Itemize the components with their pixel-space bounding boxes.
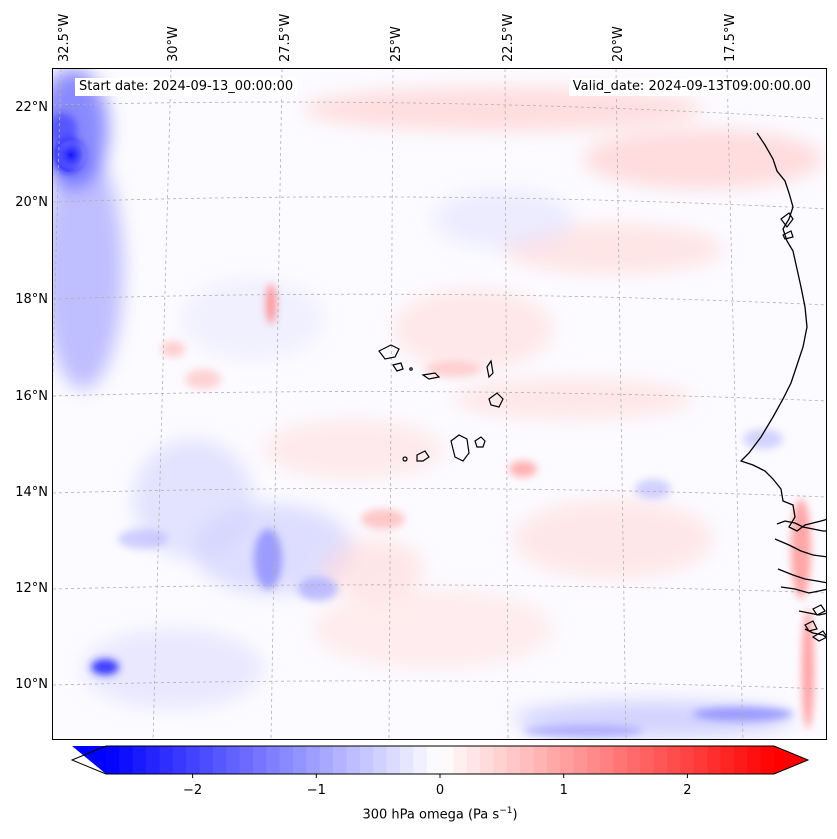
colorbar-cell bbox=[413, 746, 428, 774]
colorbar-cell bbox=[693, 746, 708, 774]
colorbar-units: Pa s bbox=[473, 807, 500, 823]
colorbar-cell bbox=[453, 746, 468, 774]
colorbar-cell bbox=[627, 746, 641, 774]
start-date-label: Start date: 2024-09-13_00:00:00 bbox=[75, 78, 298, 96]
longitude-labels: 32.5°W 30°W 27.5°W 25°W 22.5°W 20°W 17.5… bbox=[57, 14, 738, 62]
colorbar-cell bbox=[506, 746, 521, 774]
colorbar-cell bbox=[533, 746, 548, 774]
colorbar-cell bbox=[426, 746, 441, 774]
colorbar-cell bbox=[560, 746, 575, 774]
field-fine-pattern bbox=[53, 113, 814, 737]
colorbar-cell bbox=[640, 746, 655, 774]
colorbar-cell bbox=[546, 746, 561, 774]
strong-ascent-spot bbox=[55, 139, 87, 171]
colorbar-extend-low bbox=[72, 746, 106, 774]
colorbar-cell bbox=[733, 746, 748, 774]
lon-tick-label: 20°W bbox=[611, 26, 626, 62]
omega-field-map bbox=[53, 69, 826, 739]
colorbar-cell bbox=[466, 746, 481, 774]
colorbar-cell bbox=[520, 746, 535, 774]
colorbar-cell bbox=[226, 746, 241, 774]
colorbar-cell bbox=[293, 746, 307, 774]
map-panel bbox=[52, 68, 827, 740]
colorbar-cell bbox=[373, 746, 388, 774]
colorbar-cell bbox=[747, 746, 762, 774]
lat-tick-label: 10°N bbox=[15, 677, 48, 692]
colorbar-cells bbox=[106, 746, 775, 774]
lon-tick-label: 25°W bbox=[389, 26, 404, 62]
colorbar-tick-label: −2 bbox=[183, 783, 202, 798]
colorbar-cell bbox=[613, 746, 628, 774]
colorbar-cell bbox=[252, 746, 267, 774]
colorbar-cell bbox=[266, 746, 281, 774]
colorbar-cell bbox=[199, 746, 214, 774]
colorbar-label: 300 hPa omega (Pa s−1) bbox=[362, 806, 518, 823]
colorbar-cell bbox=[119, 746, 134, 774]
colorbar: −2 −1 0 1 2 bbox=[70, 745, 810, 798]
colorbar-cell bbox=[239, 746, 254, 774]
lon-tick-label: 27.5°W bbox=[278, 14, 293, 62]
lat-tick-label: 22°N bbox=[15, 100, 48, 115]
colorbar-cell bbox=[667, 746, 682, 774]
lon-tick-label: 30°W bbox=[166, 26, 181, 62]
field-broad-pattern bbox=[53, 69, 823, 737]
colorbar-extend-high bbox=[774, 746, 808, 774]
colorbar-cell bbox=[440, 746, 454, 774]
lon-tick-label: 17.5°W bbox=[723, 14, 738, 62]
lat-tick-label: 18°N bbox=[15, 292, 48, 307]
colorbar-cell bbox=[493, 746, 508, 774]
colorbar-cell bbox=[386, 746, 401, 774]
colorbar-tick-label: −1 bbox=[307, 783, 326, 798]
colorbar-cell bbox=[720, 746, 735, 774]
lat-tick-label: 20°N bbox=[15, 195, 48, 210]
colorbar-units-exponent: −1 bbox=[499, 806, 513, 816]
colorbar-cell bbox=[760, 746, 775, 774]
latitude-labels: 22°N 20°N 18°N 16°N 14°N 12°N 10°N bbox=[15, 100, 48, 692]
colorbar-cell bbox=[399, 746, 414, 774]
colorbar-cell bbox=[279, 746, 294, 774]
colorbar-tick-label: 1 bbox=[560, 783, 568, 798]
colorbar-cell bbox=[680, 746, 695, 774]
colorbar-cell bbox=[319, 746, 334, 774]
colorbar-cell bbox=[212, 746, 227, 774]
valid-date-label: Valid_date: 2024-09-13T09:00:00.00 bbox=[568, 78, 815, 96]
lon-tick-label: 22.5°W bbox=[501, 14, 516, 62]
colorbar-cell bbox=[172, 746, 187, 774]
colorbar-cell bbox=[106, 746, 120, 774]
lat-tick-label: 12°N bbox=[15, 581, 48, 596]
lat-tick-label: 16°N bbox=[15, 389, 48, 404]
colorbar-cell bbox=[186, 746, 201, 774]
graticule bbox=[53, 69, 826, 739]
colorbar-cell bbox=[333, 746, 348, 774]
colorbar-variable: 300 hPa omega bbox=[362, 807, 464, 823]
colorbar-ticks: −2 −1 0 1 2 bbox=[183, 774, 692, 798]
cabo-verde-islands bbox=[378, 344, 504, 462]
colorbar-cell bbox=[600, 746, 615, 774]
colorbar-cell bbox=[346, 746, 361, 774]
colorbar-cell bbox=[159, 746, 174, 774]
colorbar-cell bbox=[573, 746, 588, 774]
colorbar-cell bbox=[132, 746, 147, 774]
lat-tick-label: 14°N bbox=[15, 485, 48, 500]
colorbar-tick-label: 0 bbox=[436, 783, 444, 798]
coastline bbox=[739, 132, 826, 639]
colorbar-cell bbox=[707, 746, 722, 774]
colorbar-cell bbox=[146, 746, 161, 774]
lon-tick-label: 32.5°W bbox=[57, 14, 72, 62]
colorbar-tick-label: 2 bbox=[683, 783, 691, 798]
colorbar-cell bbox=[653, 746, 668, 774]
colorbar-cell bbox=[480, 746, 495, 774]
coastal-islands bbox=[780, 212, 826, 642]
colorbar-outline bbox=[70, 745, 810, 775]
colorbar-cell bbox=[586, 746, 601, 774]
colorbar-cell bbox=[359, 746, 374, 774]
colorbar-cell bbox=[306, 746, 321, 774]
